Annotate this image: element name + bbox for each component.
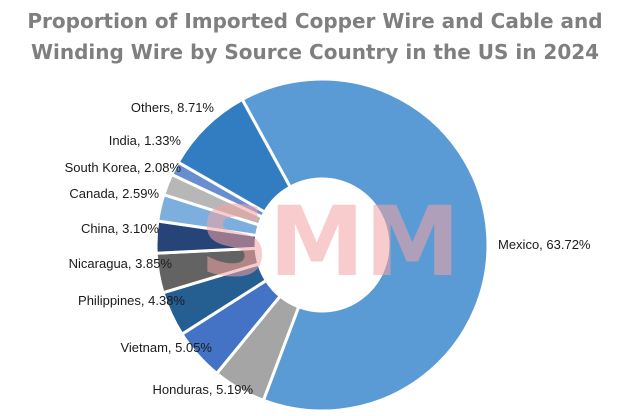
slice-others: [176, 97, 293, 215]
chart-title: Proportion of Imported Copper Wire and C…: [0, 6, 630, 68]
chart-title-line-2: Winding Wire by Source Country in the US…: [30, 40, 600, 64]
watermark-group: SMM: [200, 186, 460, 298]
label-others: Others, 8.71%: [131, 100, 215, 115]
label-honduras: Honduras, 5.19%: [153, 382, 254, 397]
slice-mexico: [240, 77, 490, 413]
label-china: China, 3.10%: [81, 221, 159, 236]
label-south-korea: South Korea, 2.08%: [65, 160, 182, 175]
label-india: India, 1.33%: [109, 133, 182, 148]
label-philippines: Philippines, 4.38%: [78, 293, 185, 308]
watermark-logo: SMM: [200, 186, 460, 298]
label-vietnam: Vietnam, 5.05%: [120, 340, 212, 355]
label-nicaragua: Nicaragua, 3.85%: [69, 256, 173, 271]
label-mexico: Mexico, 63.72%: [498, 237, 591, 252]
label-canada: Canada, 2.59%: [69, 186, 159, 201]
slices-group: [154, 77, 490, 413]
labels-group: Mexico, 63.72% Honduras, 5.19% Vietnam, 5.…: [65, 100, 591, 397]
chart-title-line-1: Proportion of Imported Copper Wire and C…: [27, 9, 603, 33]
